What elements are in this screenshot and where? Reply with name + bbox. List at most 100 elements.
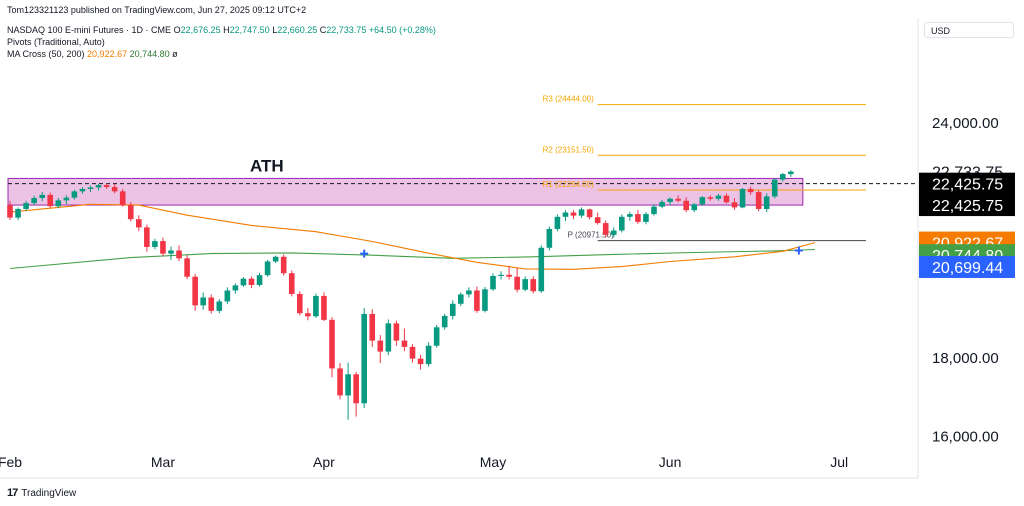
candle-body <box>691 204 698 211</box>
change-value: +64.50 (+0.28%) <box>368 25 436 35</box>
candle-body <box>659 201 665 207</box>
candle-body <box>337 368 343 396</box>
candle <box>47 192 54 208</box>
candle-body <box>651 206 657 215</box>
candle <box>297 291 303 316</box>
candle <box>208 294 215 314</box>
candle <box>780 172 786 182</box>
pivot-label-1: R2 (23151.50) <box>543 145 594 154</box>
candle <box>393 320 400 346</box>
candle-body <box>272 256 279 262</box>
candle-body <box>739 189 746 208</box>
symbol-legend[interactable]: NASDAQ 100 E-mini Futures · 1D · CME O22… <box>7 25 436 35</box>
pivot-label-3: P (20971.50) <box>568 231 614 240</box>
candle <box>594 212 601 225</box>
candle <box>683 197 689 213</box>
candle <box>377 335 384 363</box>
candle-body <box>23 203 29 209</box>
candle-body <box>71 191 78 198</box>
candle-body <box>699 197 706 205</box>
candle <box>433 324 440 348</box>
candle <box>619 214 625 233</box>
ma-legend[interactable]: MA Cross (50, 200) 20,922.67 20,744.80 ø <box>7 49 178 60</box>
candle-body <box>538 247 545 292</box>
candle <box>675 195 681 203</box>
candle <box>305 308 311 321</box>
candle <box>23 200 29 212</box>
pivot-label-2: R1 (22264.00) <box>543 180 594 189</box>
candle <box>449 300 456 320</box>
candle <box>667 197 673 206</box>
candle-body <box>780 174 786 180</box>
candle <box>144 224 150 252</box>
candle-body <box>329 319 335 369</box>
ma-slow-value: 20,744.80 <box>129 49 170 59</box>
candle-body <box>417 358 424 365</box>
candle <box>127 201 134 222</box>
candle-body <box>578 209 585 216</box>
candle <box>635 209 641 224</box>
candle-body <box>723 195 730 203</box>
currency-button[interactable]: USD <box>924 22 1014 38</box>
candle-body <box>747 189 754 193</box>
candle <box>538 245 545 293</box>
candle <box>31 195 37 206</box>
candle-body <box>731 202 738 208</box>
candle <box>232 283 239 294</box>
candle-body <box>369 313 376 341</box>
candle-body <box>490 275 496 290</box>
x-tick-label: Apr <box>313 454 335 470</box>
candle-body <box>160 241 166 254</box>
candle <box>248 276 255 289</box>
candle-body <box>667 198 673 202</box>
candle-body <box>506 274 512 277</box>
price-badge-bg <box>919 172 1015 195</box>
candle <box>546 226 553 251</box>
candle <box>562 210 569 222</box>
candle <box>723 193 730 204</box>
candle <box>168 246 174 260</box>
candle-body <box>474 290 480 311</box>
candle <box>39 192 45 202</box>
candle <box>87 185 94 193</box>
candle <box>216 299 223 314</box>
ma200-line <box>9 248 816 270</box>
tradingview-logo[interactable]: 17 TradingView <box>7 487 76 499</box>
candle <box>739 187 746 209</box>
candle-body <box>39 194 45 199</box>
ma-eye-icon[interactable]: ø <box>172 49 178 59</box>
candle <box>272 255 279 264</box>
candle-body <box>136 219 142 228</box>
tradingview-brand: TradingView <box>21 487 77 499</box>
candle <box>441 313 448 330</box>
candle-body <box>409 346 416 359</box>
y-tick-label: 24,000.00 <box>932 115 999 132</box>
candle <box>482 286 488 313</box>
candle <box>369 309 376 347</box>
candle <box>788 170 794 177</box>
candle <box>15 207 21 220</box>
candle <box>731 198 738 210</box>
candle <box>659 199 665 209</box>
candle <box>707 195 714 201</box>
candle <box>321 292 327 322</box>
candle-body <box>361 313 367 404</box>
candle <box>95 183 102 191</box>
candle <box>490 273 496 291</box>
candle-body <box>433 327 440 346</box>
candle <box>240 277 247 287</box>
ma50-line <box>9 203 816 270</box>
candle <box>763 193 770 213</box>
candle <box>353 371 359 417</box>
candle-body <box>675 198 681 201</box>
candle-body <box>87 187 94 189</box>
candle-body <box>627 214 633 217</box>
candle-body <box>192 276 198 306</box>
pivots-legend[interactable]: Pivots (Traditional, Auto) <box>7 37 105 47</box>
candle-body <box>7 205 13 218</box>
candle <box>554 214 561 232</box>
candle-body <box>425 345 432 365</box>
candle <box>256 272 263 287</box>
x-tick-label: May <box>480 454 506 470</box>
